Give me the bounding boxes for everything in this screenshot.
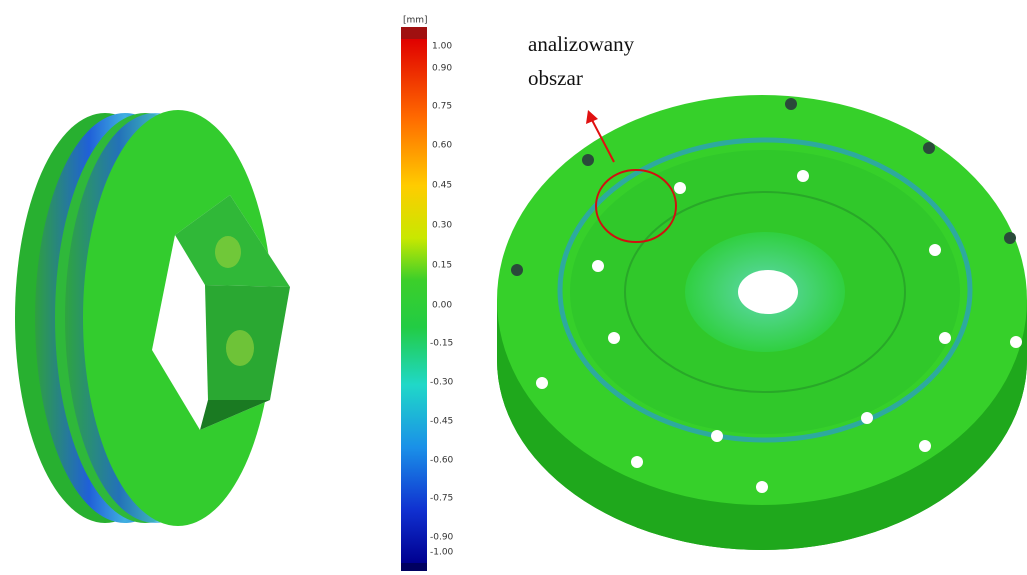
colorbar-label: 0.30 xyxy=(432,221,452,231)
colorbar-label: -0.30 xyxy=(430,378,454,388)
colorbar-label: 0.90 xyxy=(432,64,452,74)
colorbar-label: -0.45 xyxy=(430,417,453,427)
figure: [mm] 1.00 0.90 0.75 0.60 0.45 0.30 0.15 … xyxy=(0,0,1027,575)
left-part xyxy=(15,110,290,526)
colorbar-label: 0.75 xyxy=(432,102,452,112)
colorbar-label: 0.45 xyxy=(432,181,452,191)
colorbar-label: -0.60 xyxy=(430,456,454,466)
annotation-line: analizowany xyxy=(528,32,635,56)
colorbar-label: 0.15 xyxy=(432,261,452,271)
colorbar-label: 0.00 xyxy=(432,301,452,311)
colorbar-label: -1.00 xyxy=(430,548,454,558)
colorbar-label: -0.15 xyxy=(430,339,453,349)
colorbar-label: 1.00 xyxy=(432,42,452,52)
right-part xyxy=(497,95,1027,550)
colorbar: [mm] 1.00 0.90 0.75 0.60 0.45 0.30 0.15 … xyxy=(401,16,454,572)
colorbar-label: -0.75 xyxy=(430,494,453,504)
colorbar-label: 0.60 xyxy=(432,141,452,151)
colorbar-label: -0.90 xyxy=(430,533,454,543)
colorbar-unit: [mm] xyxy=(403,16,428,26)
annotation-line: obszar xyxy=(528,66,583,90)
